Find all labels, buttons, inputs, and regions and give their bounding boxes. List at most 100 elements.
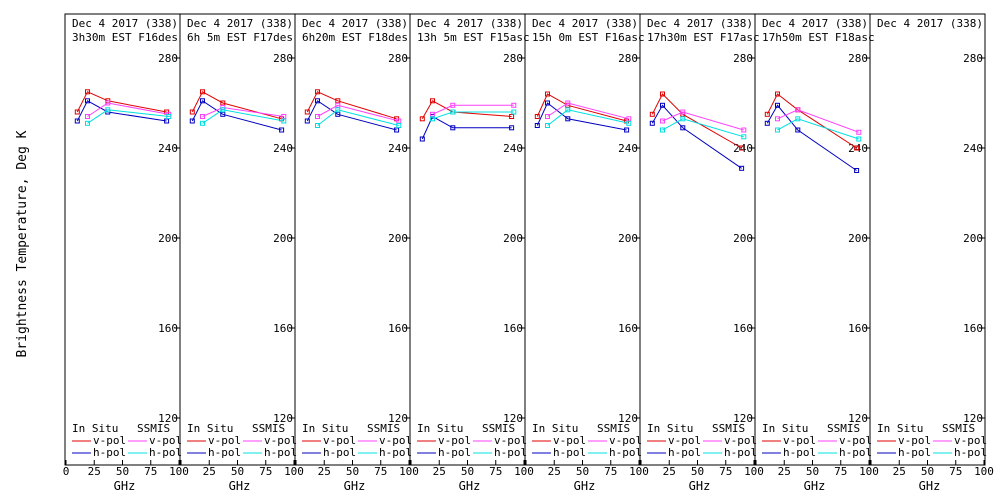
x-tick-label: 50 (921, 465, 934, 478)
y-tick-label: 120 (963, 412, 983, 425)
data-point-ssmis_v (545, 114, 550, 119)
y-tick-label: 120 (618, 412, 638, 425)
y-tick-label: 240 (273, 142, 293, 155)
x-tick-label: 25 (663, 465, 676, 478)
x-axis-label: GHz (689, 479, 711, 493)
x-tick-label: 75 (949, 465, 962, 478)
data-point-insitu_h (419, 136, 425, 142)
y-tick-label: 240 (963, 142, 983, 155)
data-point-insitu_v (739, 145, 745, 151)
data-point-ssmis_h (335, 107, 341, 113)
series-line-ssmis_h (547, 109, 629, 126)
legend-insitu-hpol: h-pol (208, 446, 241, 459)
x-tick-label: 50 (576, 465, 589, 478)
panel-time-label: 17h30m EST F17asc (647, 31, 760, 44)
panel-date: Dec 4 2017 (338) (187, 17, 293, 30)
legend-ssmis-label: SSMIS (942, 422, 975, 435)
series-line-insitu_h (191, 100, 282, 131)
y-tick-label: 280 (273, 52, 293, 65)
y-tick-label: 120 (848, 412, 868, 425)
x-tick-label: 100 (974, 465, 994, 478)
x-tick-label: 25 (433, 465, 446, 478)
panel-time-label: 15h 0m EST F16asc (532, 31, 645, 44)
data-point-ssmis_h (281, 118, 287, 124)
data-point-insitu_v (85, 89, 90, 95)
y-tick-label: 240 (618, 142, 638, 155)
x-tick-label: 100 (744, 465, 764, 478)
x-tick-label: 75 (144, 465, 157, 478)
y-tick-label: 160 (503, 322, 523, 335)
legend-insitu-label: In Situ (762, 422, 808, 435)
legend-ssmis-hpol: h-pol (379, 446, 412, 459)
data-point-insitu_v (545, 91, 550, 97)
data-point-ssmis_v (741, 127, 747, 133)
data-point-ssmis_v (315, 114, 320, 119)
series-line-insitu_v (191, 91, 282, 120)
x-tick-label: 75 (259, 465, 272, 478)
y-tick-label: 280 (963, 52, 983, 65)
data-point-insitu_h (279, 127, 285, 133)
x-tick-label: 50 (231, 465, 244, 478)
legend-insitu-vpol: v-pol (783, 434, 816, 447)
panel-date: Dec 4 2017 (338) (762, 17, 868, 30)
data-point-insitu_h (74, 118, 80, 124)
series-line-ssmis_h (202, 109, 284, 124)
data-point-insitu_h (660, 102, 665, 108)
data-point-insitu_v (189, 109, 195, 115)
data-point-ssmis_v (775, 116, 780, 122)
legend-ssmis-hpol: h-pol (724, 446, 757, 459)
data-point-insitu_h (534, 123, 540, 128)
x-tick-label: 100 (284, 465, 304, 478)
series-line-ssmis_h (662, 118, 744, 138)
data-point-ssmis_h (545, 123, 550, 128)
data-point-insitu_h (509, 125, 515, 131)
series-line-ssmis_v (662, 111, 744, 131)
series-line-insitu_v (421, 100, 512, 120)
data-point-insitu_h (649, 120, 655, 126)
data-point-ssmis_h (105, 107, 111, 113)
data-point-ssmis_h (511, 109, 517, 115)
y-tick-label: 120 (388, 412, 408, 425)
x-tick-label: 50 (806, 465, 819, 478)
x-tick-label: 100 (514, 465, 534, 478)
legend-insitu-label: In Situ (532, 422, 578, 435)
data-point-ssmis_h (775, 127, 780, 133)
y-tick-label: 120 (273, 412, 293, 425)
x-tick-label: 25 (88, 465, 101, 478)
y-tick-label: 160 (733, 322, 753, 335)
data-point-ssmis_v (511, 102, 517, 108)
data-point-insitu_h (764, 120, 770, 126)
series-line-ssmis_v (317, 104, 399, 122)
y-tick-label: 240 (158, 142, 178, 155)
x-tick-label: 25 (203, 465, 216, 478)
series-line-insitu_v (306, 91, 397, 120)
x-tick-label: 75 (489, 465, 502, 478)
data-point-ssmis_h (220, 107, 226, 113)
legend-ssmis-label: SSMIS (827, 422, 860, 435)
data-point-ssmis_v (680, 109, 686, 115)
data-point-insitu_v (775, 91, 780, 97)
x-tick-label: 0 (63, 465, 70, 478)
panel-date: Dec 4 2017 (338) (877, 17, 983, 30)
data-point-ssmis_v (856, 129, 862, 135)
y-axis-label: Brightness Temperature, Deg K (15, 130, 30, 357)
data-point-insitu_h (450, 125, 456, 131)
chart-panel-2: Dec 4 2017 (338)6h 5m EST F17des 120 160 20… (179, 13, 304, 493)
panel-time-label: 3h30m EST F16des (72, 31, 178, 44)
chart-panel-6: Dec 4 2017 (338)17h30m EST F17asc 120 160 2… (639, 13, 764, 493)
x-axis-label: GHz (919, 479, 941, 493)
data-point-insitu_v (854, 145, 860, 151)
data-point-insitu_h (200, 98, 205, 104)
legend-insitu-hpol: h-pol (898, 446, 931, 459)
data-point-ssmis_h (85, 120, 90, 126)
series-line-insitu_v (536, 93, 627, 122)
y-tick-label: 120 (503, 412, 523, 425)
y-tick-label: 200 (273, 232, 293, 245)
legend-insitu-vpol: v-pol (438, 434, 471, 447)
y-tick-label: 200 (618, 232, 638, 245)
data-point-ssmis_v (565, 100, 571, 106)
x-tick-label: 75 (834, 465, 847, 478)
legend-insitu-vpol: v-pol (668, 434, 701, 447)
x-tick-label: 25 (893, 465, 906, 478)
legend-ssmis-hpol: h-pol (264, 446, 297, 459)
